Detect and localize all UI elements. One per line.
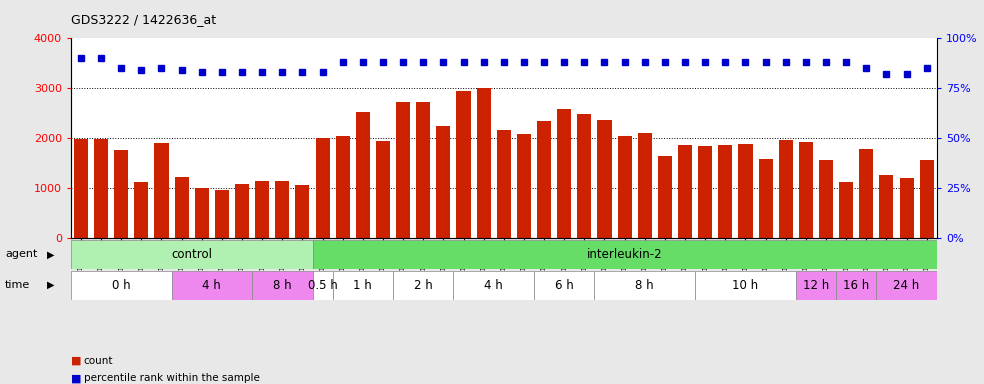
- Bar: [454, 271, 534, 300]
- Text: 0 h: 0 h: [112, 279, 131, 291]
- Text: 4 h: 4 h: [484, 279, 503, 291]
- Text: count: count: [84, 356, 113, 366]
- Bar: [638, 133, 651, 238]
- Bar: [174, 177, 189, 238]
- Bar: [718, 145, 732, 238]
- Bar: [134, 182, 149, 238]
- Bar: [836, 271, 877, 300]
- Bar: [336, 136, 349, 238]
- Bar: [618, 136, 632, 238]
- Bar: [397, 102, 410, 238]
- Bar: [316, 138, 330, 238]
- Bar: [356, 112, 370, 238]
- Bar: [819, 160, 833, 238]
- Bar: [877, 271, 937, 300]
- Text: percentile rank within the sample: percentile rank within the sample: [84, 373, 260, 383]
- Text: 2 h: 2 h: [414, 279, 433, 291]
- Bar: [880, 175, 893, 238]
- Bar: [778, 140, 793, 238]
- Bar: [497, 130, 511, 238]
- Text: 6 h: 6 h: [555, 279, 574, 291]
- Bar: [114, 150, 128, 238]
- Text: ■: ■: [71, 373, 82, 383]
- Bar: [799, 142, 813, 238]
- Bar: [698, 146, 712, 238]
- Bar: [695, 271, 796, 300]
- Bar: [333, 271, 393, 300]
- Bar: [436, 126, 451, 238]
- Text: 8 h: 8 h: [636, 279, 654, 291]
- Text: 10 h: 10 h: [732, 279, 759, 291]
- Bar: [376, 141, 390, 238]
- Text: GDS3222 / 1422636_at: GDS3222 / 1422636_at: [71, 13, 215, 26]
- Bar: [517, 134, 531, 238]
- Bar: [252, 271, 313, 300]
- Bar: [255, 181, 270, 238]
- Bar: [416, 102, 430, 238]
- Bar: [678, 145, 692, 238]
- Bar: [476, 88, 491, 238]
- Bar: [534, 271, 594, 300]
- Text: control: control: [171, 248, 213, 261]
- Bar: [796, 271, 836, 300]
- Bar: [195, 188, 209, 238]
- Text: interleukin-2: interleukin-2: [586, 248, 662, 261]
- Bar: [215, 190, 229, 238]
- Bar: [393, 271, 454, 300]
- Text: 1 h: 1 h: [353, 279, 372, 291]
- Text: 24 h: 24 h: [893, 279, 920, 291]
- Bar: [920, 160, 934, 238]
- Text: time: time: [5, 280, 31, 290]
- Bar: [276, 181, 289, 238]
- Text: 0.5 h: 0.5 h: [308, 279, 338, 291]
- Bar: [557, 109, 572, 238]
- Bar: [457, 91, 470, 238]
- Bar: [313, 271, 333, 300]
- Text: ■: ■: [71, 356, 82, 366]
- Bar: [295, 185, 310, 238]
- Text: ▶: ▶: [47, 249, 55, 260]
- Bar: [71, 240, 313, 269]
- Bar: [738, 144, 753, 238]
- Bar: [235, 184, 249, 238]
- Bar: [154, 143, 168, 238]
- Bar: [658, 156, 672, 238]
- Bar: [859, 149, 874, 238]
- Text: ▶: ▶: [47, 280, 55, 290]
- Text: 8 h: 8 h: [273, 279, 291, 291]
- Bar: [597, 120, 611, 238]
- Bar: [578, 114, 591, 238]
- Bar: [594, 271, 695, 300]
- Bar: [171, 271, 252, 300]
- Text: 12 h: 12 h: [803, 279, 830, 291]
- Bar: [899, 178, 913, 238]
- Text: agent: agent: [5, 249, 37, 260]
- Bar: [71, 271, 171, 300]
- Bar: [94, 139, 108, 238]
- Bar: [839, 182, 853, 238]
- Bar: [74, 139, 88, 238]
- Bar: [759, 159, 772, 238]
- Bar: [313, 240, 937, 269]
- Text: 4 h: 4 h: [203, 279, 221, 291]
- Text: 16 h: 16 h: [843, 279, 869, 291]
- Bar: [537, 121, 551, 238]
